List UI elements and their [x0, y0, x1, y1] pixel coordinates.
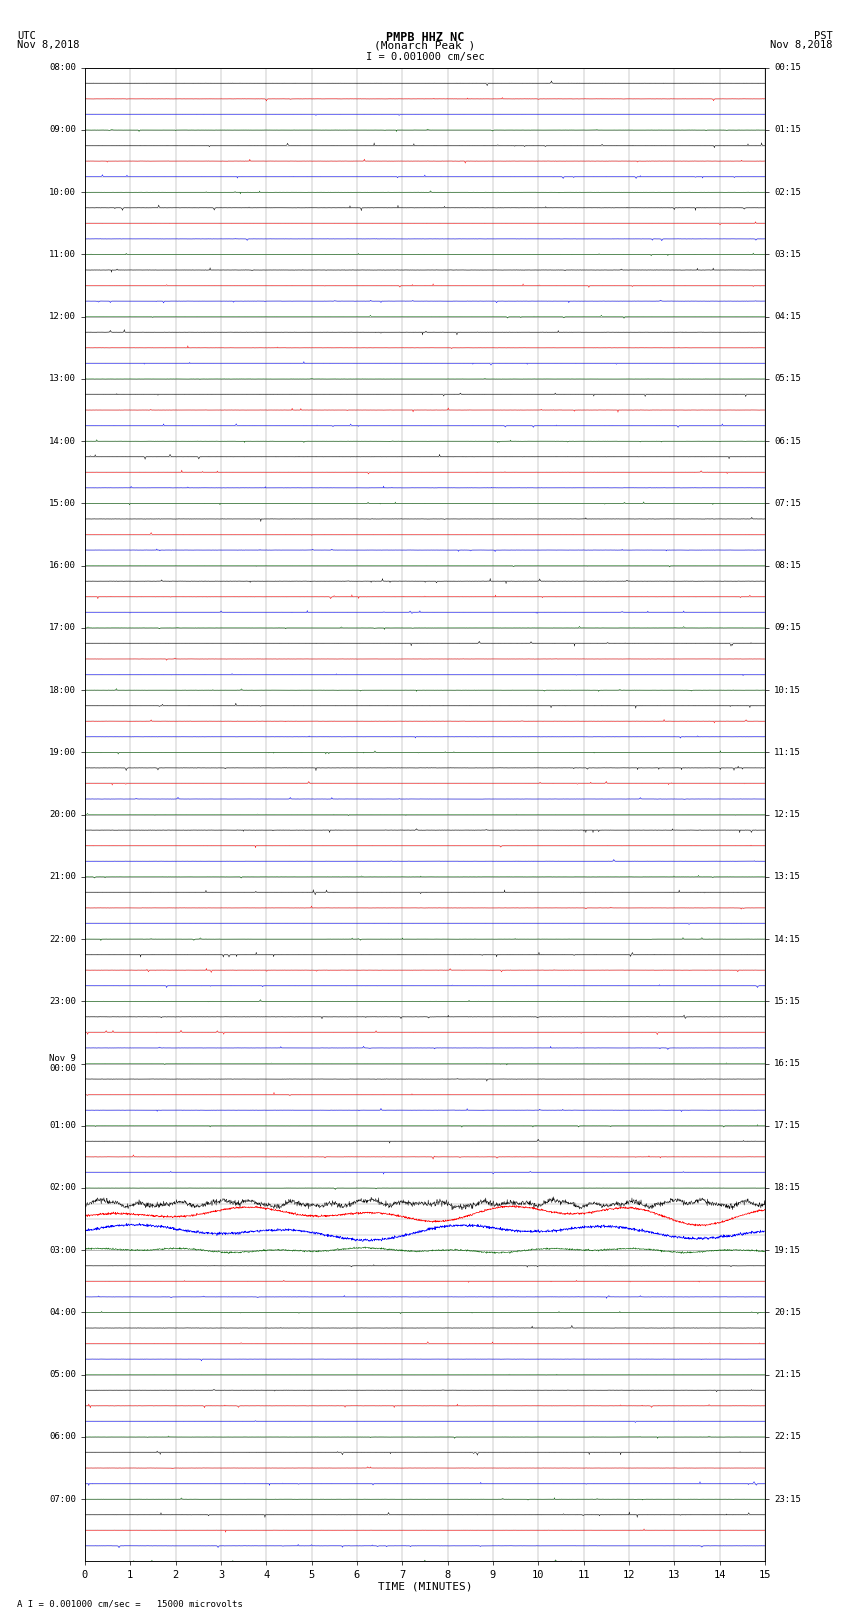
Text: (Monarch Peak ): (Monarch Peak ): [374, 40, 476, 50]
Text: I = 0.001000 cm/sec: I = 0.001000 cm/sec: [366, 52, 484, 61]
Text: UTC: UTC: [17, 31, 36, 40]
Text: PST: PST: [814, 31, 833, 40]
X-axis label: TIME (MINUTES): TIME (MINUTES): [377, 1582, 473, 1592]
Text: A I = 0.001000 cm/sec =   15000 microvolts: A I = 0.001000 cm/sec = 15000 microvolts: [17, 1598, 243, 1608]
Text: Nov 8,2018: Nov 8,2018: [17, 40, 80, 50]
Text: PMPB HHZ NC: PMPB HHZ NC: [386, 31, 464, 44]
Text: Nov 8,2018: Nov 8,2018: [770, 40, 833, 50]
